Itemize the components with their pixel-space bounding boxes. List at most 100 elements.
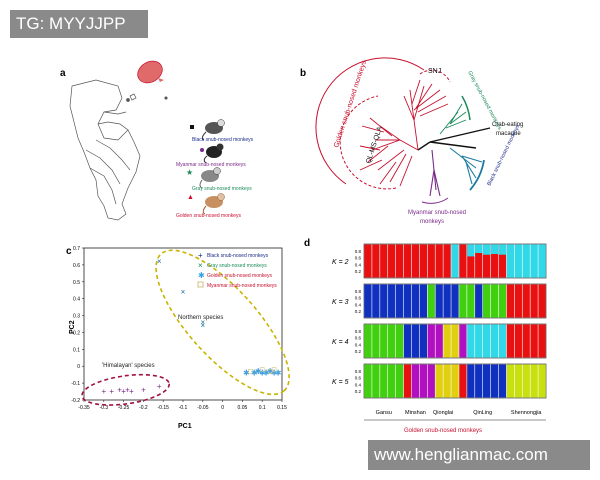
pca-point [259,367,265,372]
pca-ytick-label: -0.2 [71,398,80,404]
structure-ytick-label: 0.2 [355,349,362,354]
structure-bar [411,284,420,318]
structure-bar [475,324,483,358]
structure-bar [372,364,380,398]
structure-ytick-label: 0.6 [355,256,362,261]
pca-point: + [117,385,122,394]
pca-xtick-label: 0.15 [277,405,287,411]
legend-marker-myanmar [200,148,204,152]
pca-ytick-label: 0.4 [73,297,80,303]
structure-bar [482,364,491,398]
structure-bar [498,244,507,255]
structure-bar [467,324,475,358]
pca-xtick-label: -0.35 [78,405,90,411]
structure-ytick-label: 0.8 [355,289,362,294]
structure-bar [459,364,467,398]
structure-ytick-label: 0.4 [355,302,362,307]
structure-bar [514,284,522,318]
legend-label-black: Black snub-nosed monkeys [192,137,254,143]
structure-bar [506,284,515,318]
structure-bar [514,324,522,358]
pca-point: + [129,387,134,396]
structure-ytick-label: 0.2 [355,269,362,274]
pca-legend-label-2: Golden snub-nosed monkeys [207,273,273,279]
structure-bar [522,284,530,318]
structure-ytick-label: 0.8 [355,329,362,334]
structure-bar [459,244,467,278]
structure-bar [538,364,546,398]
ql-dashed-arc [339,95,397,190]
structure-k-label: K = 3 [332,299,349,306]
structure-ytick-label: 0.6 [355,376,362,381]
structure-bar [482,284,491,318]
structure-bar [490,284,499,318]
structure-bar [506,364,515,398]
structure-bar [475,284,483,318]
annotation-himalayan: 'Himalayan' species [102,363,155,369]
structure-bar [435,244,443,278]
pca-point: ✱ [271,368,278,377]
structure-bar [427,244,435,278]
structure-bar [490,244,499,278]
gray-arc [461,95,471,121]
black-arc [469,159,485,191]
structure-bar [459,324,467,358]
structure-bar [388,364,396,398]
panel-b-label: b [300,68,306,79]
pca-point: + [101,387,106,396]
structure-bar [451,244,459,278]
structure-bar [530,284,538,318]
structure-bar [538,244,546,278]
structure-bar [451,324,459,358]
structure-ytick-label: 0.6 [355,296,362,301]
structure-bar [522,364,530,398]
structure-bar [490,324,499,358]
structure-bar [364,284,372,318]
structure-bar [364,244,372,278]
tree-label-golden: Golden snub-nosed monkeys [333,59,368,148]
structure-bar [538,324,546,358]
pca-ytick-label: -0.1 [71,381,80,387]
pca-legend-label-0: Black snub-nosed monkeys [207,253,269,259]
pca-point: ✱ [251,368,258,377]
structure-bar [388,244,396,278]
structure-bar [443,324,451,358]
pca-point: + [157,382,162,391]
snj-dashed-arc [419,69,451,83]
structure-bar [538,284,546,318]
himalayan-ellipse [81,373,170,406]
pca-point: ✱ [259,368,266,377]
structure-bar [530,244,538,278]
pca-xtick-label: -0.15 [157,405,169,411]
structure-bar [411,364,420,398]
structure-bar [403,284,412,318]
pca-ylabel: PC2 [69,320,76,334]
map-legend: ★ ▲ Black snub-nosed monkeys Myanmar snu… [176,119,254,219]
pca-xtick-label: -0.25 [118,405,130,411]
structure-bar [443,284,451,318]
structure-bar [467,364,475,398]
structure-bar [372,284,380,318]
legend-label-gray: Gray snub-nosed monkeys [192,186,252,192]
golden-range-small [158,78,164,82]
structure-ytick-label: 0.2 [355,309,362,314]
structure-bar [498,244,507,278]
golden-arc [315,57,425,185]
panel-a-label: a [60,68,66,79]
pca-xtick-label: -0.3 [99,405,108,411]
pca-point: × [157,257,162,266]
tree-label-ql: QL-MS-QLA [365,126,384,165]
structure-bar [411,324,420,358]
myanmar-arc [421,197,449,204]
pca-point: + [121,387,126,396]
structure-bar [419,284,428,318]
structure-bar [395,324,404,358]
structure-bar [467,284,475,318]
pca-legend: + × ✱ Black snub-nosed monkeys Gray snub… [197,251,277,289]
pca-point: ✱ [263,368,270,377]
structure-bar [427,364,435,398]
structure-bar [419,244,428,278]
structure-bar [530,364,538,398]
legend-marker-black [190,125,194,129]
structure-bar [514,244,522,278]
